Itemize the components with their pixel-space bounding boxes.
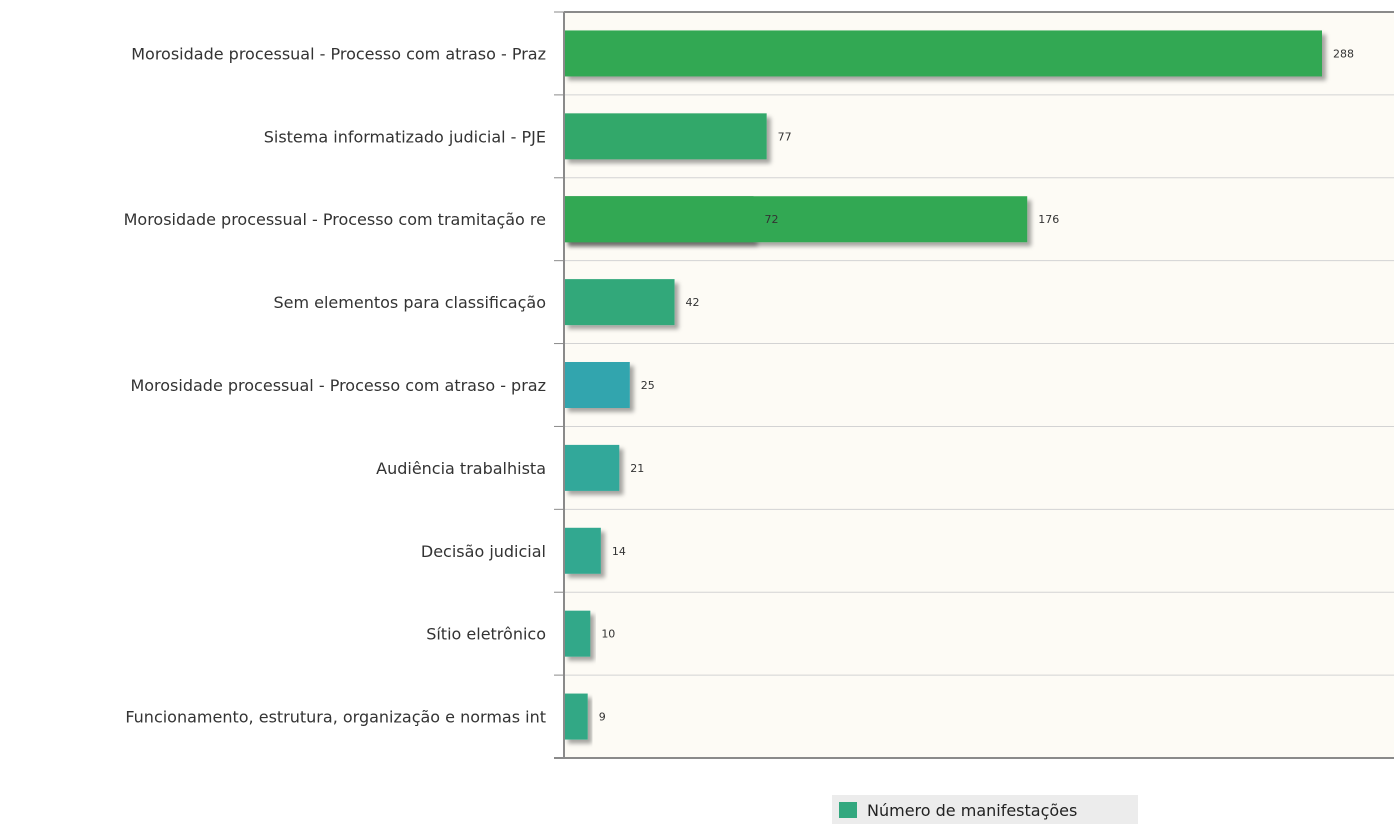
overlay-value-label: 72 xyxy=(765,213,779,226)
category-label: Audiência trabalhista xyxy=(376,459,546,478)
category-labels: Morosidade processual - Processo com atr… xyxy=(124,44,546,726)
value-label: 288 xyxy=(1333,47,1354,60)
category-label: Sem elementos para classificação xyxy=(273,293,546,312)
category-label: Decisão judicial xyxy=(421,542,546,561)
category-label: Morosidade processual - Processo com tra… xyxy=(124,210,546,229)
category-label: Morosidade processual - Processo com atr… xyxy=(130,376,546,395)
legend: Número de manifestações xyxy=(832,795,1138,824)
bar xyxy=(564,362,630,408)
legend-box xyxy=(832,795,1138,824)
value-label: 25 xyxy=(641,379,655,392)
legend-swatch xyxy=(839,802,857,818)
bar xyxy=(564,113,767,160)
legend-label: Número de manifestações xyxy=(867,801,1077,820)
category-label: Morosidade processual - Processo com atr… xyxy=(131,44,546,63)
category-label: Sítio eletrônico xyxy=(426,625,546,644)
value-label: 9 xyxy=(599,711,606,724)
value-label: 176 xyxy=(1038,213,1059,226)
value-labels: 288 77 176 42 25 21 14 10 9 72 xyxy=(599,47,1354,723)
bar xyxy=(564,30,1322,77)
value-label: 10 xyxy=(601,628,615,641)
bar xyxy=(564,279,675,326)
value-label: 14 xyxy=(612,545,626,558)
bar xyxy=(564,444,620,491)
bar xyxy=(564,610,591,657)
category-label: Sistema informatizado judicial - PJE xyxy=(264,127,546,146)
bars xyxy=(564,30,1322,740)
category-label: Funcionamento, estrutura, organização e … xyxy=(125,708,546,727)
value-label: 42 xyxy=(686,296,700,309)
bar xyxy=(564,693,588,740)
bar xyxy=(564,196,1028,243)
bar xyxy=(564,527,601,574)
grid-lines xyxy=(554,11,1394,676)
value-label: 21 xyxy=(630,462,644,475)
value-label: 77 xyxy=(778,130,792,143)
